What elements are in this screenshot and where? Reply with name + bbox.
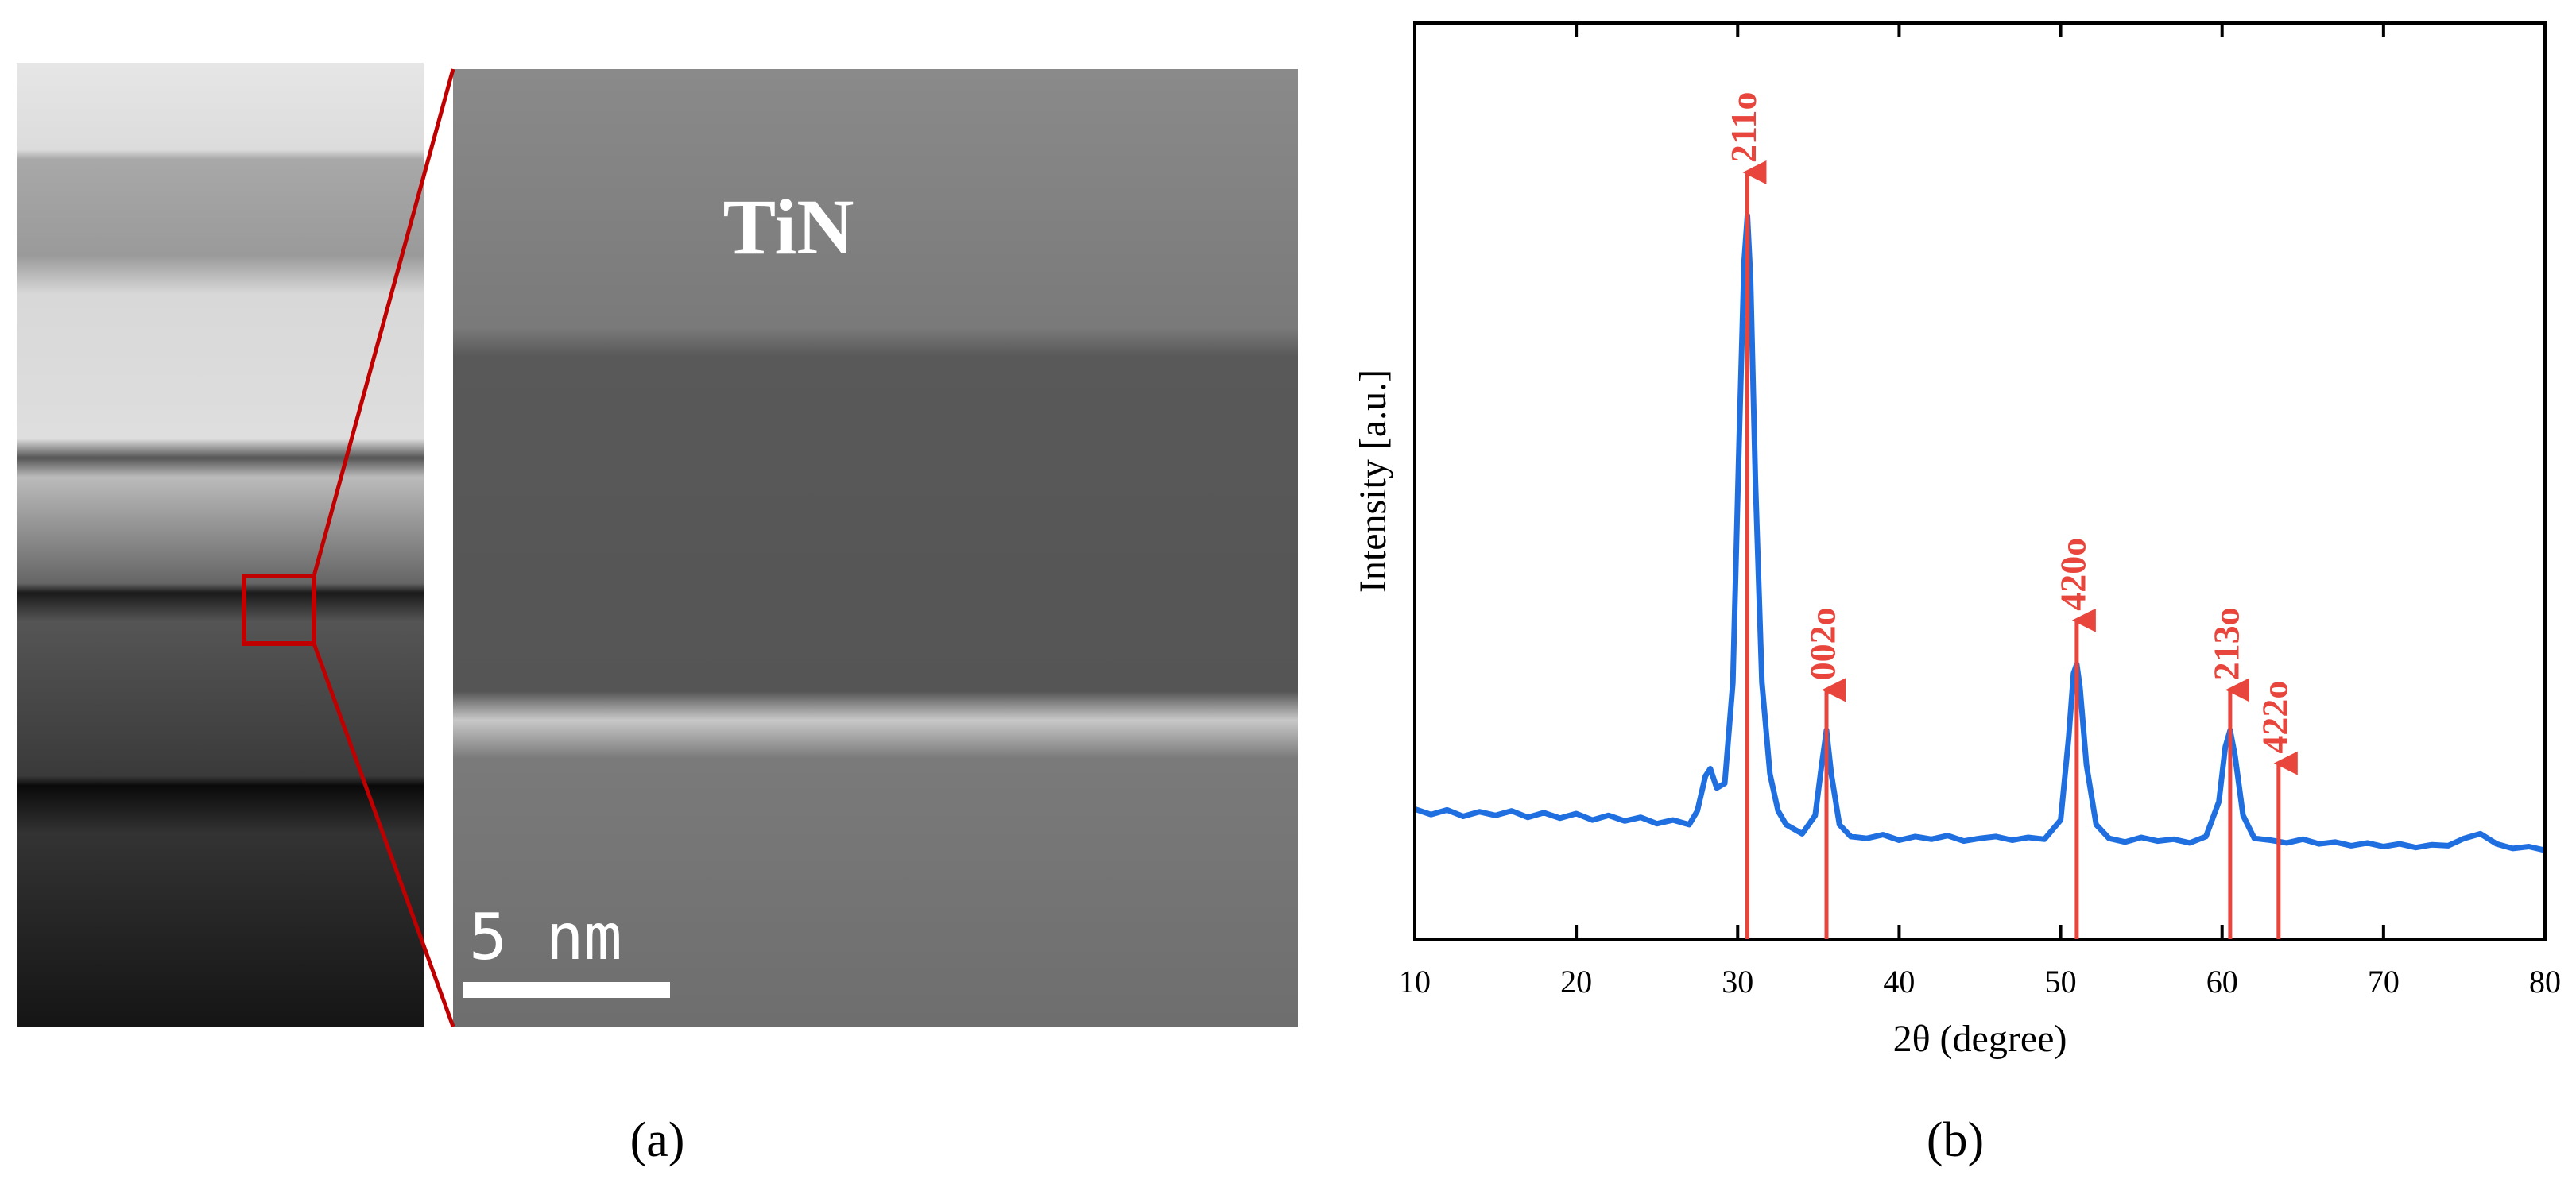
panel-label: (a) [630,1113,685,1167]
x-tick-label: 50 [2045,964,2077,999]
y-axis-label: Intensity [a.u.] [1352,369,1394,593]
x-tick-label: 30 [1722,964,1753,999]
x-axis-label: 2θ (degree) [1893,1018,2067,1060]
zoom-box [242,574,316,646]
material-label: TiN [723,183,854,271]
x-tick-label: 80 [2529,964,2561,999]
panel-a: TiN 5 nm (a) [17,63,1298,1167]
x-tick-label: 20 [1560,964,1592,999]
scale-bar-label: 5 nm [469,900,622,974]
x-tick-label: 70 [2368,964,2400,999]
zoom-line [312,68,455,577]
panel-label: (b) [1927,1113,1984,1167]
panel-b: 10 20 30 40 50 60 70 80 2θ (degree) Intensity [a.… [1352,21,2561,1167]
peak-label: 420o [2052,538,2093,611]
plot-frame [1413,21,2547,941]
peak-label: 211o [1723,91,1764,162]
peak-label: 002o [1803,607,1843,680]
x-tick-label: 40 [1883,964,1915,999]
data-line [1413,212,2546,853]
zoom-line [312,643,455,1027]
hrtem-image [453,69,1298,1027]
x-tick-label: 10 [1399,964,1431,999]
x-tick-label: 60 [2206,964,2238,999]
peak-label: 422o [2254,681,2295,754]
scale-bar [463,982,670,998]
tem-overview [17,63,424,1027]
peak-label: 213o [2206,607,2246,680]
